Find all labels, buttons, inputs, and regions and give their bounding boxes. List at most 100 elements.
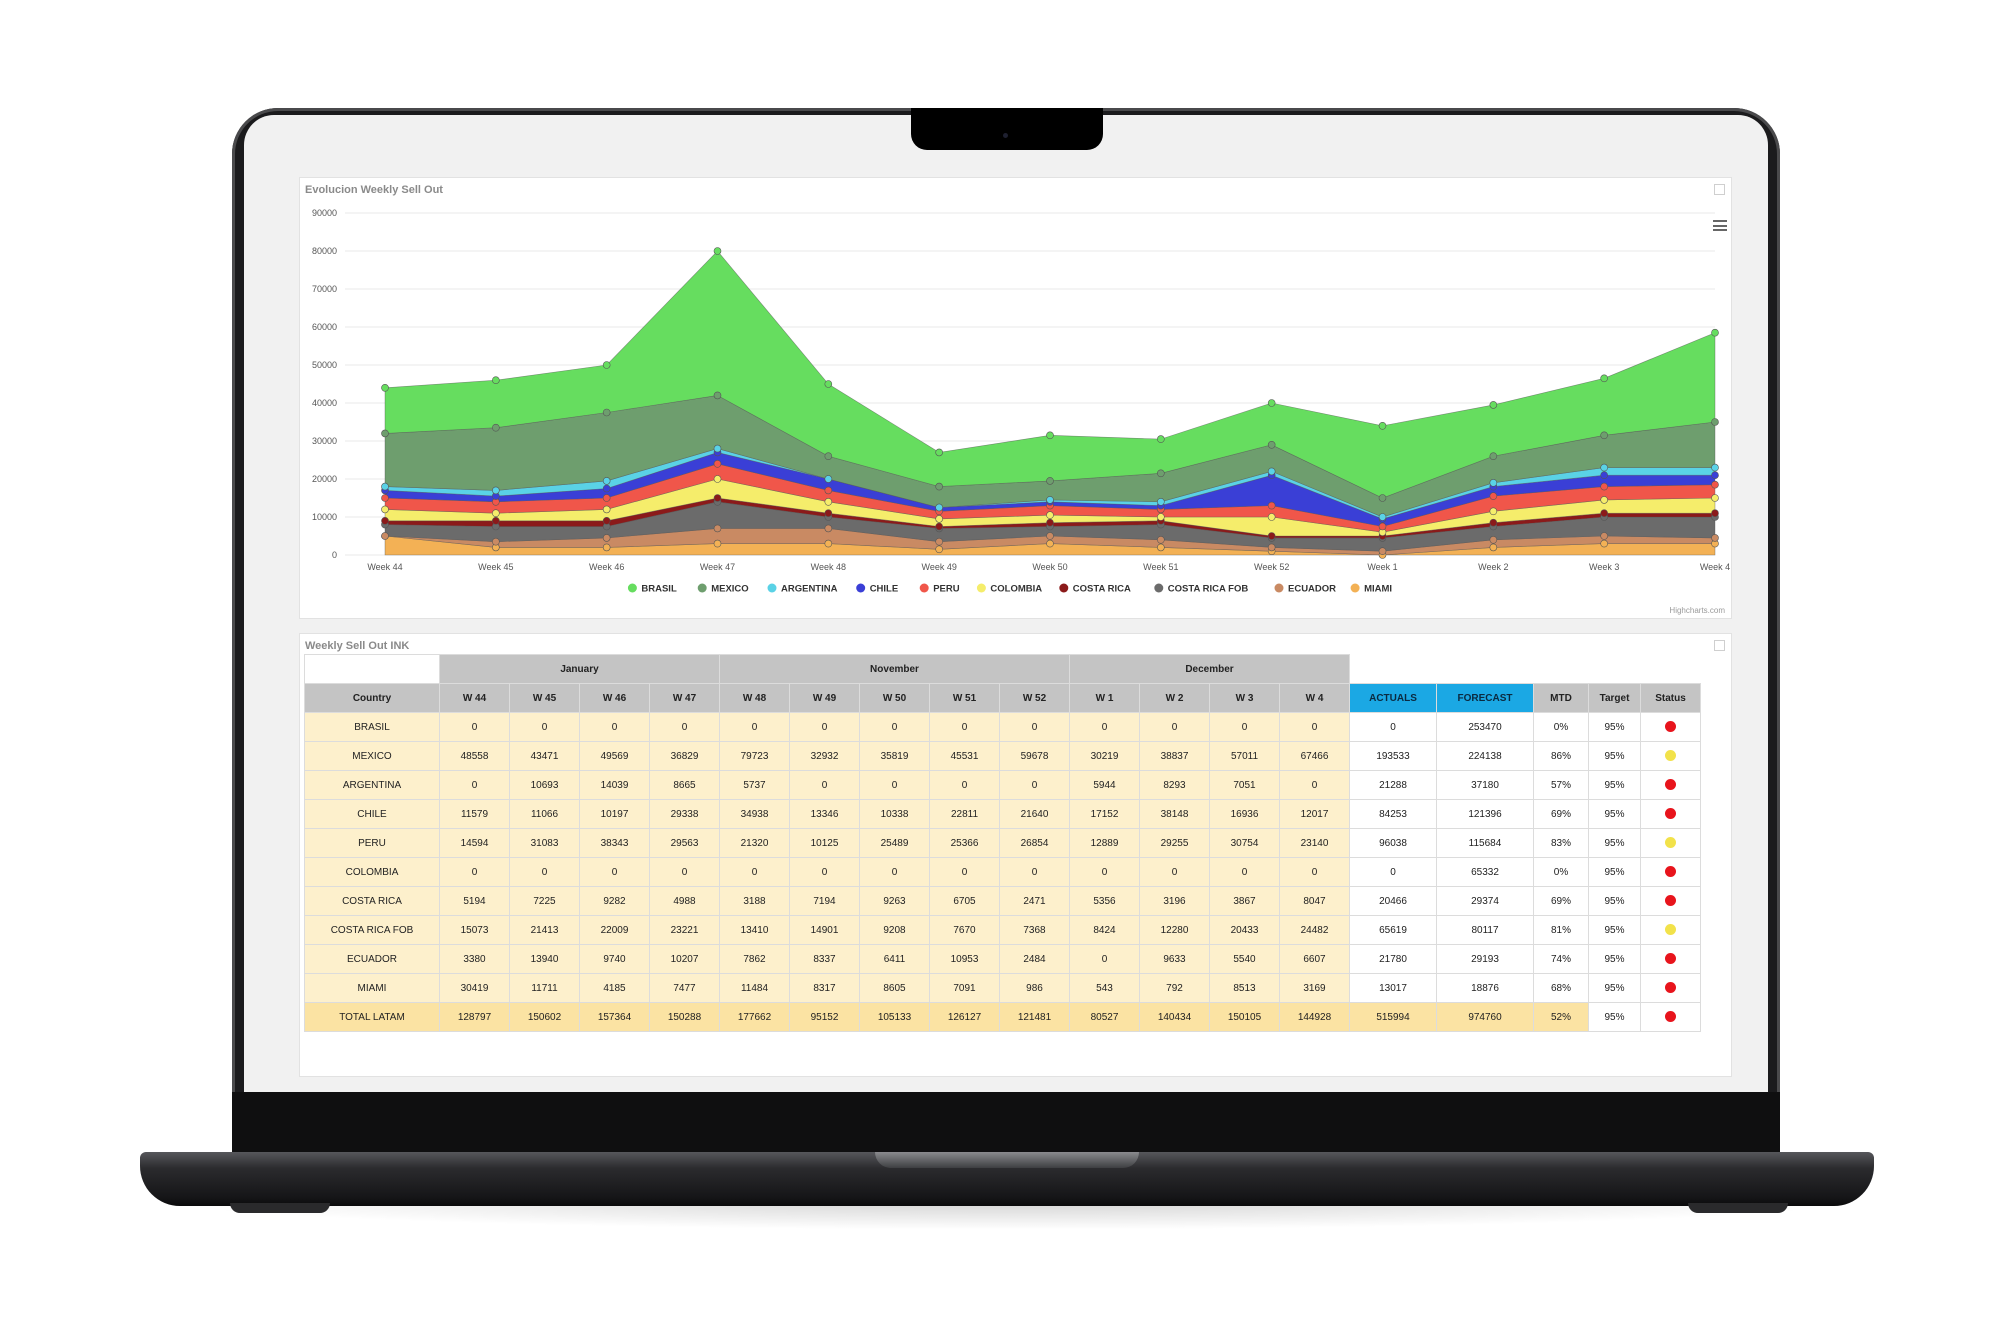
data-point bbox=[492, 509, 500, 518]
country-cell: COSTA RICA FOB bbox=[304, 915, 440, 945]
week-value-cell: 59678 bbox=[999, 741, 1070, 771]
column-header-w-3[interactable]: W 3 bbox=[1209, 683, 1280, 713]
week-value-cell: 3380 bbox=[439, 944, 510, 974]
week-value-cell: 34938 bbox=[719, 799, 790, 829]
week-value-cell: 0 bbox=[929, 712, 1000, 742]
column-header-w-4[interactable]: W 4 bbox=[1279, 683, 1350, 713]
expand-icon[interactable] bbox=[1714, 184, 1725, 195]
actuals-cell: 21780 bbox=[1349, 944, 1437, 974]
week-value-cell: 14594 bbox=[439, 828, 510, 858]
actuals-cell: 515994 bbox=[1349, 1002, 1437, 1032]
country-cell: MEXICO bbox=[304, 741, 440, 771]
week-value-cell: 105133 bbox=[859, 1002, 930, 1032]
status-cell bbox=[1640, 828, 1701, 858]
week-value-cell: 8293 bbox=[1139, 770, 1210, 800]
week-value-cell: 38837 bbox=[1139, 741, 1210, 771]
column-header-w-44[interactable]: W 44 bbox=[439, 683, 510, 713]
column-header-target[interactable]: Target bbox=[1588, 683, 1641, 713]
week-value-cell: 20433 bbox=[1209, 915, 1280, 945]
forecast-cell: 974760 bbox=[1436, 1002, 1534, 1032]
blank-header-cell bbox=[1349, 654, 1701, 684]
status-dot-icon bbox=[1665, 721, 1676, 733]
column-header-w-49[interactable]: W 49 bbox=[789, 683, 860, 713]
week-value-cell: 14039 bbox=[579, 770, 650, 800]
column-header-mtd[interactable]: MTD bbox=[1533, 683, 1589, 713]
legend-item: COSTA RICA bbox=[1073, 584, 1131, 595]
week-value-cell: 0 bbox=[719, 857, 790, 887]
month-header: November bbox=[719, 654, 1070, 684]
status-cell bbox=[1640, 799, 1701, 829]
data-point bbox=[713, 444, 722, 453]
actuals-cell: 193533 bbox=[1349, 741, 1437, 771]
week-value-cell: 26854 bbox=[999, 828, 1070, 858]
column-header-w-47[interactable]: W 47 bbox=[649, 683, 720, 713]
status-dot-icon bbox=[1665, 808, 1676, 820]
week-value-cell: 10207 bbox=[649, 944, 720, 974]
week-value-cell: 11066 bbox=[509, 799, 580, 829]
week-value-cell: 150602 bbox=[509, 1002, 580, 1032]
column-header-w-1[interactable]: W 1 bbox=[1069, 683, 1140, 713]
week-value-cell: 38148 bbox=[1139, 799, 1210, 829]
forecast-cell: 224138 bbox=[1436, 741, 1534, 771]
table-row: CHILE 11579 11066 10197 29338 34938 13346 10338… bbox=[304, 799, 1701, 829]
week-value-cell: 21320 bbox=[719, 828, 790, 858]
week-value-cell: 0 bbox=[859, 712, 930, 742]
status-cell bbox=[1640, 886, 1701, 916]
target-cell: 95% bbox=[1588, 712, 1641, 742]
week-value-cell: 0 bbox=[789, 712, 860, 742]
data-point bbox=[1046, 496, 1054, 504]
column-header-w-48[interactable]: W 48 bbox=[719, 683, 790, 713]
data-point bbox=[1711, 480, 1719, 489]
chart-credits[interactable]: Highcharts.com bbox=[1669, 606, 1725, 615]
column-header-status[interactable]: Status bbox=[1640, 683, 1701, 713]
laptop-screen: Evolucion Weekly Sell Out 0 10000 20000 300… bbox=[244, 115, 1768, 1092]
data-point bbox=[935, 537, 943, 546]
column-header-w-50[interactable]: W 50 bbox=[859, 683, 930, 713]
week-value-cell: 0 bbox=[999, 712, 1070, 742]
actuals-cell: 84253 bbox=[1349, 799, 1437, 829]
y-tick-label: 70000 bbox=[312, 284, 337, 294]
table-row: MIAMI 30419 11711 4185 7477 11484 8317 8605 7091… bbox=[304, 973, 1701, 1003]
week-value-cell: 30419 bbox=[439, 973, 510, 1003]
camera-icon bbox=[1003, 133, 1008, 138]
data-point bbox=[381, 429, 389, 438]
forecast-cell: 29193 bbox=[1436, 944, 1534, 974]
week-value-cell: 12280 bbox=[1139, 915, 1210, 945]
column-header-w-46[interactable]: W 46 bbox=[579, 683, 650, 713]
data-point bbox=[1267, 543, 1276, 552]
mtd-cell: 69% bbox=[1533, 886, 1589, 916]
table-row: COLOMBIA 0 0 0 0 0 0 0 0 0 0 0 0 0 0 65332 0% 95% bbox=[304, 857, 1701, 887]
forecast-cell: 121396 bbox=[1436, 799, 1534, 829]
area-chart: 0 10000 20000 30000 40000 50000 60000 70000 8000… bbox=[312, 208, 1730, 595]
data-point bbox=[1711, 471, 1719, 480]
target-cell: 95% bbox=[1588, 1002, 1641, 1032]
week-value-cell: 0 bbox=[999, 770, 1070, 800]
data-point bbox=[1600, 509, 1608, 518]
week-value-cell: 29255 bbox=[1139, 828, 1210, 858]
expand-icon[interactable] bbox=[1714, 640, 1725, 651]
week-value-cell: 9263 bbox=[859, 886, 930, 916]
data-point bbox=[381, 384, 389, 392]
country-cell: ARGENTINA bbox=[304, 770, 440, 800]
chart-menu-icon[interactable] bbox=[1713, 220, 1727, 231]
week-value-cell: 0 bbox=[439, 712, 510, 742]
data-point bbox=[1489, 478, 1498, 487]
week-value-cell: 5194 bbox=[439, 886, 510, 916]
data-point bbox=[1600, 496, 1608, 504]
column-header-w-51[interactable]: W 51 bbox=[929, 683, 1000, 713]
week-value-cell: 0 bbox=[859, 857, 930, 887]
week-value-cell: 67466 bbox=[1279, 741, 1350, 771]
column-header-forecast[interactable]: FORECAST bbox=[1436, 683, 1534, 713]
x-tick-label: Week 4 bbox=[1700, 562, 1730, 572]
week-value-cell: 48558 bbox=[439, 741, 510, 771]
status-dot-icon bbox=[1665, 895, 1676, 907]
data-point bbox=[824, 524, 833, 533]
column-header-actuals[interactable]: ACTUALS bbox=[1349, 683, 1437, 713]
column-header-w-52[interactable]: W 52 bbox=[999, 683, 1070, 713]
column-header-w-2[interactable]: W 2 bbox=[1139, 683, 1210, 713]
month-header-row: January November December bbox=[304, 654, 1701, 684]
column-header-country[interactable]: Country bbox=[304, 683, 440, 713]
data-point bbox=[602, 408, 611, 417]
week-value-cell: 0 bbox=[649, 857, 720, 887]
column-header-w-45[interactable]: W 45 bbox=[509, 683, 580, 713]
